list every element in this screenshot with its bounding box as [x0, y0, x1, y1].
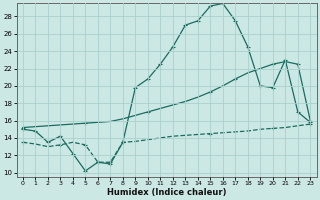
X-axis label: Humidex (Indice chaleur): Humidex (Indice chaleur) [107, 188, 226, 197]
